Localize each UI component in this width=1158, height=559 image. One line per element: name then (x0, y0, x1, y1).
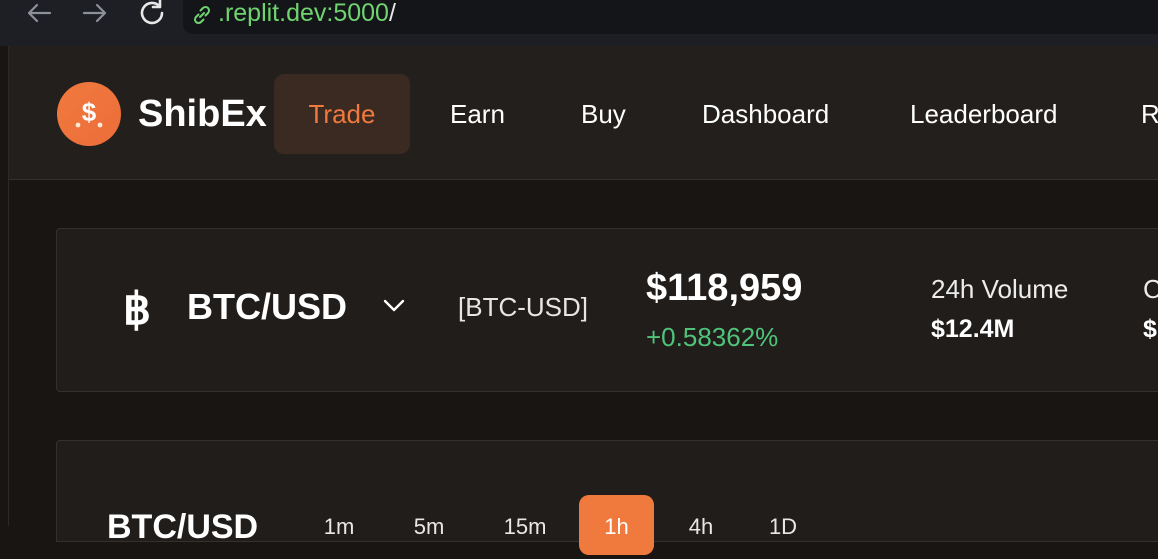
chevron-down-icon (383, 299, 405, 312)
nav-buy[interactable]: Buy (581, 99, 626, 129)
arrow-right-icon (82, 3, 107, 23)
url-domain: .replit.dev:5000 (218, 0, 389, 27)
logo-text[interactable]: ShibEx (138, 93, 267, 135)
logo-badge[interactable]: $ (57, 82, 121, 146)
price-change: +0.58362% (646, 322, 779, 352)
nav-leaderboard[interactable]: Leaderboard (910, 99, 1058, 129)
arrow-left-icon (27, 3, 52, 23)
link-icon (193, 5, 211, 25)
stat-extra-value: $ (1143, 315, 1157, 343)
forward-button[interactable] (77, 0, 113, 26)
chart-card: BTC/USD 1m 5m 15m 1h 4h 1D (56, 440, 1158, 555)
chart-title: BTC/USD (107, 508, 259, 546)
nav-more[interactable]: R (1141, 99, 1158, 129)
pair-dropdown[interactable] (382, 297, 406, 318)
url-path: / (388, 0, 396, 27)
nav-trade[interactable]: Trade (274, 74, 410, 154)
stat-volume-value: $12.4M (931, 315, 1015, 343)
url-text: .replit.dev:5000/ (218, 0, 396, 26)
dollar-coin-icon: $ (75, 97, 103, 128)
address-bar[interactable]: .replit.dev:5000/ (183, 0, 1158, 34)
bitcoin-icon: ฿ (123, 286, 151, 332)
app-header: $ ShibEx Trade Earn Buy Dashboard Leader… (9, 46, 1158, 180)
timeframe-1d[interactable]: 1D (768, 514, 798, 539)
timeframe-5m[interactable]: 5m (413, 514, 445, 539)
ticker-card: ฿ BTC/USD [BTC-USD] $118,959 +0.58362% 2… (56, 228, 1158, 392)
back-button[interactable] (21, 0, 57, 26)
pair-name: BTC/USD (187, 286, 347, 327)
timeframe-15m[interactable]: 15m (503, 514, 547, 539)
svg-text:฿: ฿ (123, 286, 151, 332)
reload-button[interactable] (134, 0, 170, 26)
timeframe-4h[interactable]: 4h (688, 514, 714, 539)
logo-symbol: $ (82, 97, 97, 127)
timeframe-1m[interactable]: 1m (323, 514, 355, 539)
symbol-code: [BTC-USD] (458, 292, 588, 322)
app-window: $ ShibEx Trade Earn Buy Dashboard Leader… (8, 46, 1158, 555)
stat-volume-label: 24h Volume (931, 274, 1069, 304)
nav-dashboard[interactable]: Dashboard (702, 99, 830, 129)
reload-icon (140, 0, 164, 25)
nav-earn[interactable]: Earn (450, 99, 505, 129)
price: $118,959 (646, 267, 803, 309)
timeframe-1h[interactable]: 1h (579, 495, 654, 555)
browser-toolbar: .replit.dev:5000/ (0, 0, 1158, 46)
stat-extra-label: C (1143, 274, 1158, 304)
